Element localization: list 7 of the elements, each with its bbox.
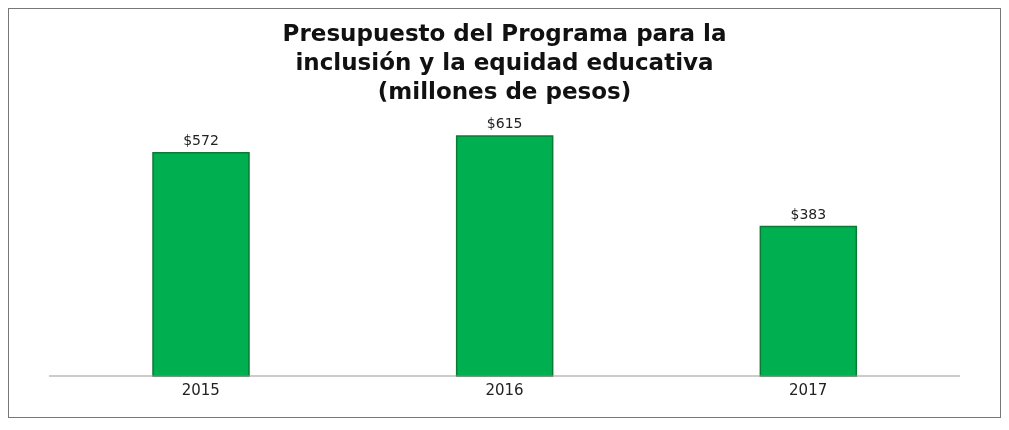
data-label: $383 (790, 205, 827, 222)
data-label: $615 (486, 115, 523, 131)
x-tick-label: 2016 (485, 380, 524, 399)
x-tick-label: 2017 (789, 380, 828, 399)
x-tick-label: 2015 (181, 380, 220, 399)
data-label: $572 (183, 131, 219, 148)
chart-title: Presupuesto del Programa para la inclusión y la equidad educativa (millones de pesos) (281, 19, 728, 106)
